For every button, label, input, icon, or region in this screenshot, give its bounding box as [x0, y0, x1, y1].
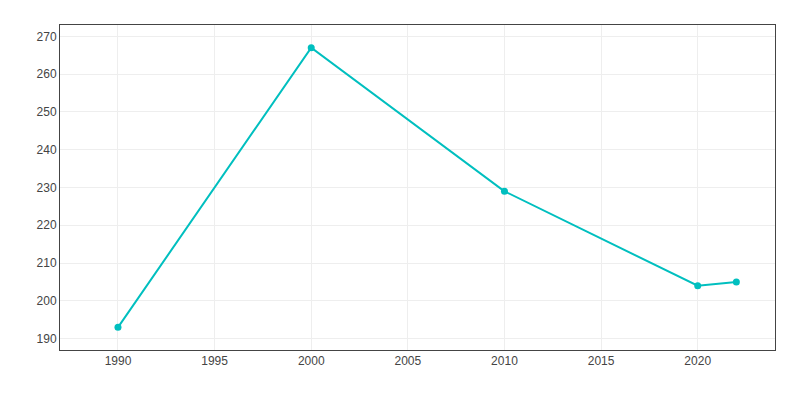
svg-text:210: 210 [37, 256, 57, 270]
svg-text:260: 260 [37, 67, 57, 81]
svg-text:1990: 1990 [105, 354, 132, 368]
svg-text:2005: 2005 [394, 354, 421, 368]
svg-text:240: 240 [37, 143, 57, 157]
svg-text:200: 200 [37, 294, 57, 308]
svg-text:270: 270 [37, 30, 57, 44]
svg-text:1995: 1995 [201, 354, 228, 368]
svg-text:190: 190 [37, 332, 57, 346]
svg-text:2020: 2020 [684, 354, 711, 368]
svg-text:250: 250 [37, 105, 57, 119]
svg-text:2000: 2000 [298, 354, 325, 368]
svg-text:230: 230 [37, 181, 57, 195]
svg-text:2010: 2010 [491, 354, 518, 368]
svg-text:220: 220 [37, 218, 57, 232]
svg-text:2015: 2015 [588, 354, 615, 368]
